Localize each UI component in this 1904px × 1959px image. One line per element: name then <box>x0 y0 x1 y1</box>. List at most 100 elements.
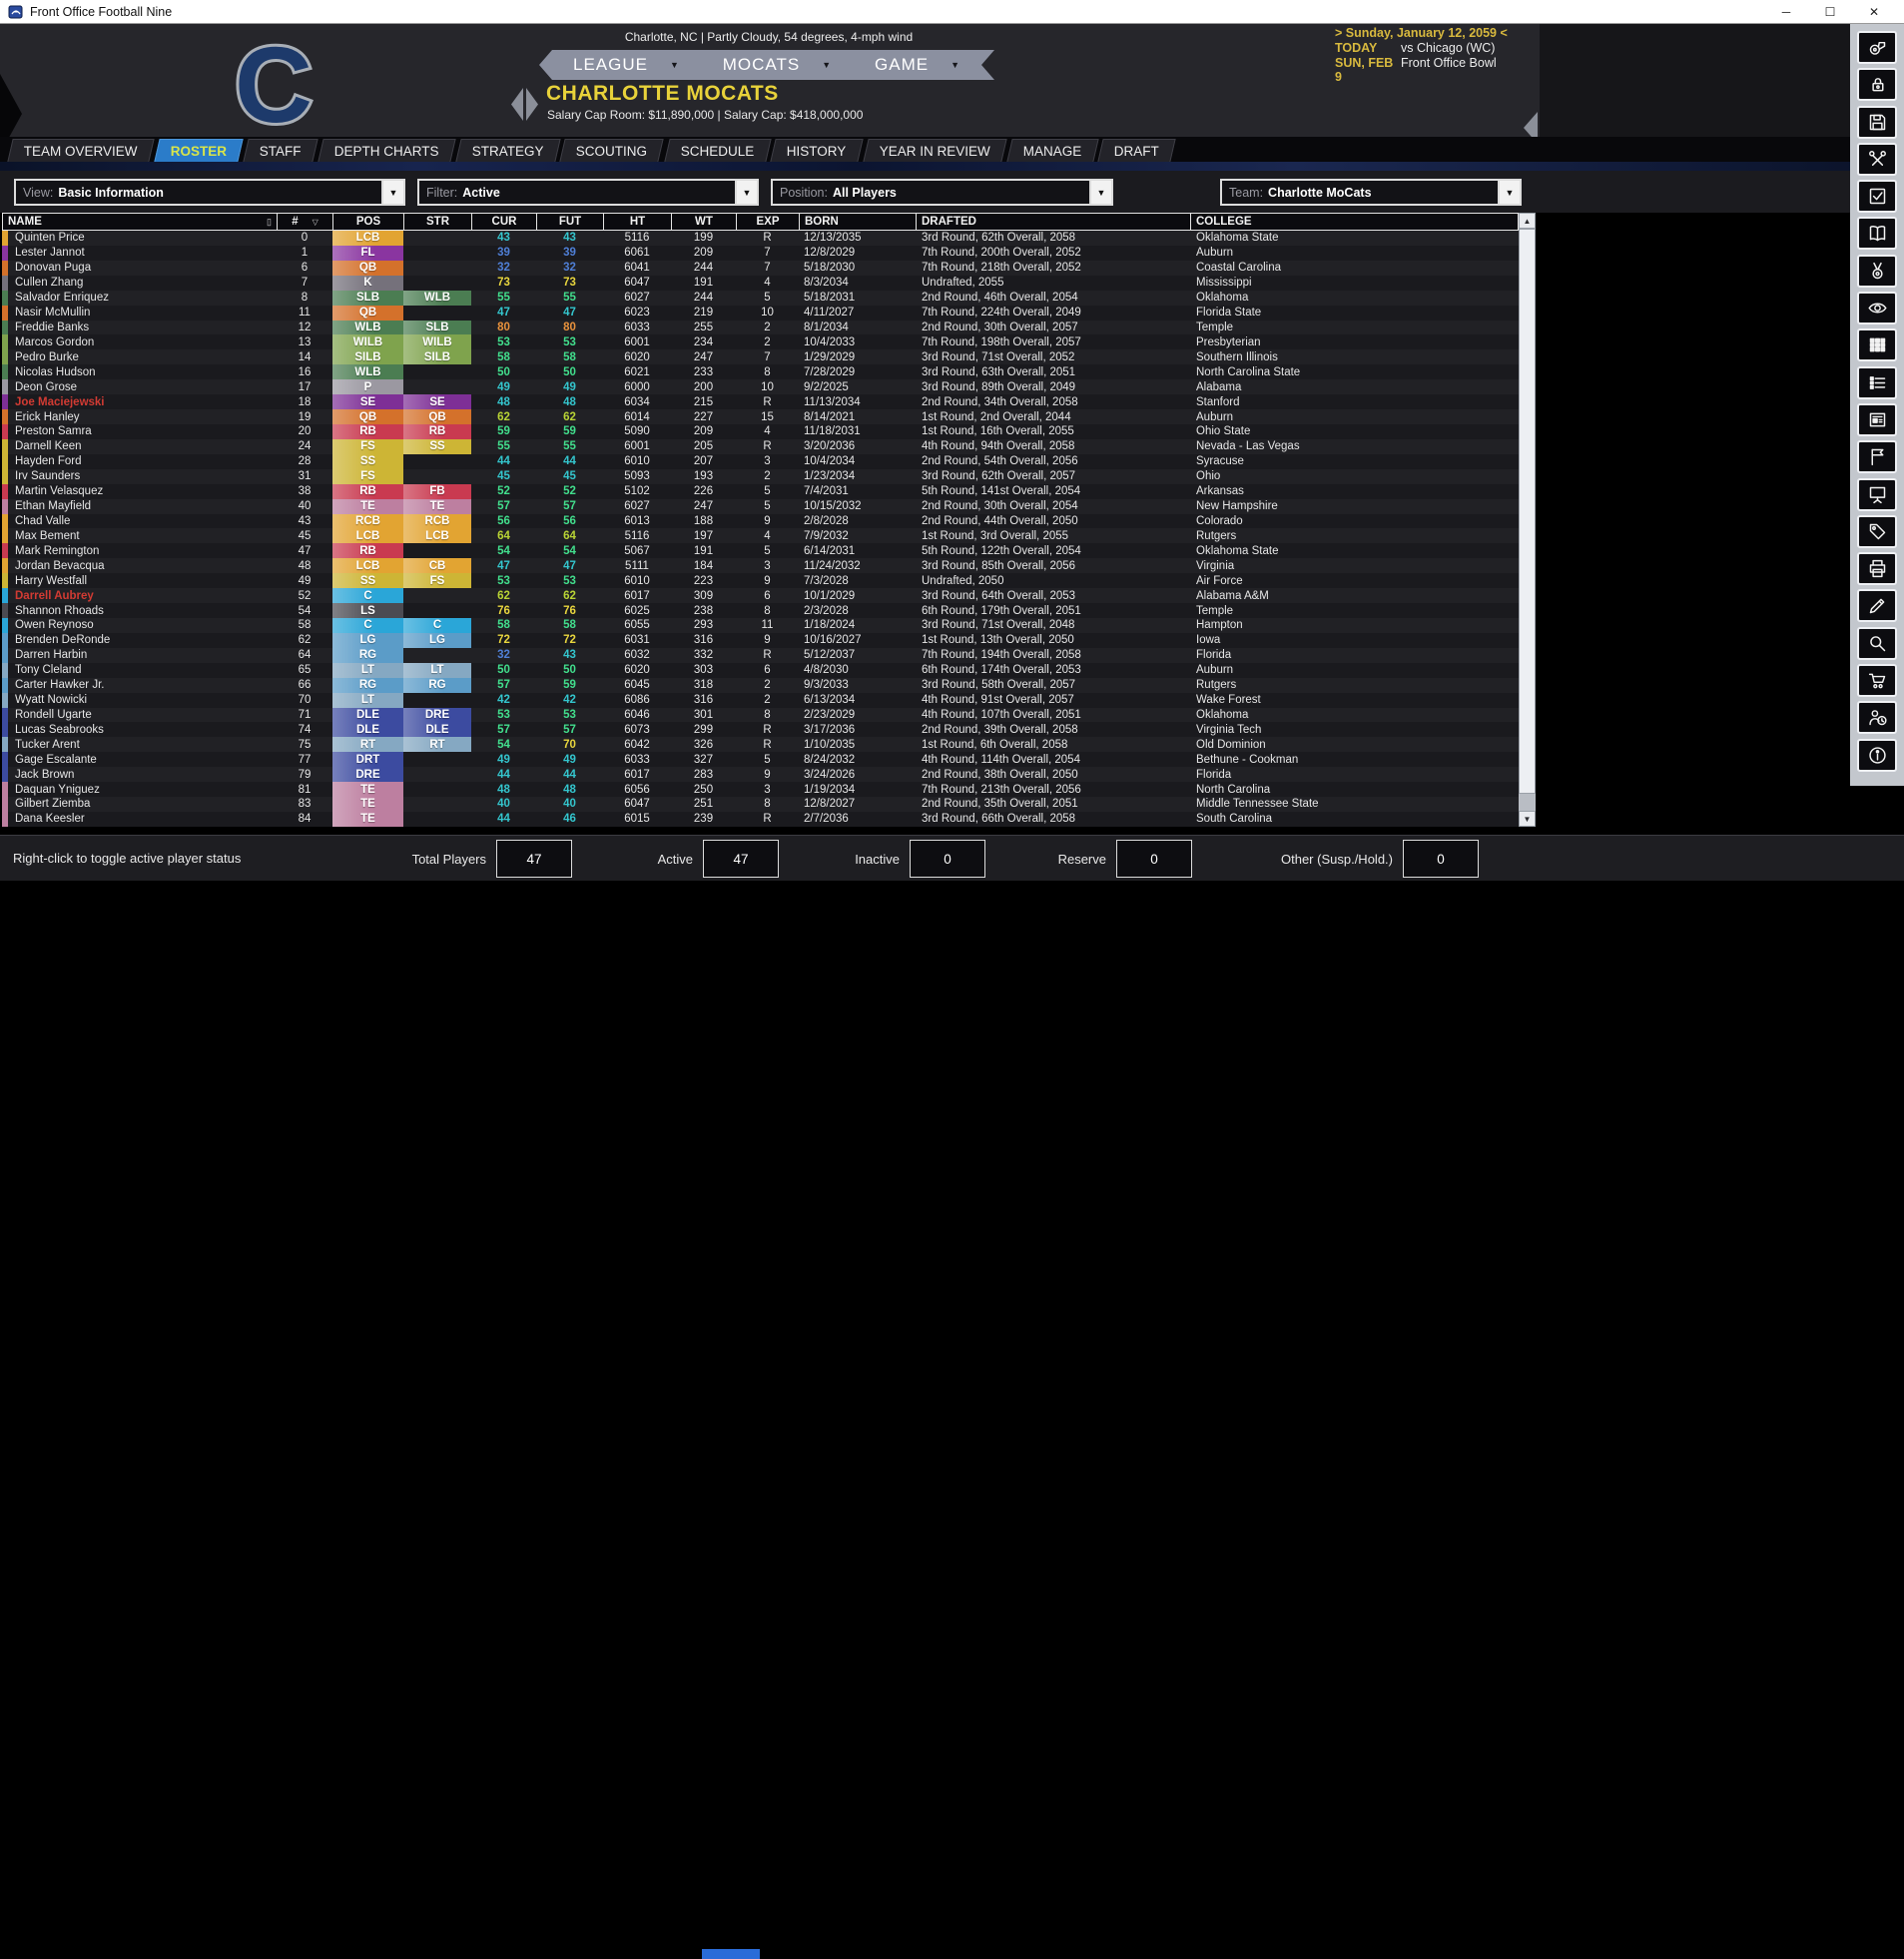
medal-icon[interactable] <box>1857 254 1897 288</box>
table-row[interactable]: Gilbert Ziemba 83 TE 40 40 6047 251 8 12/8/2027 2… <box>2 797 1519 812</box>
table-row[interactable]: Nicolas Hudson 16 WLB 50 50 6021 233 8 7/28/2029… <box>2 364 1519 380</box>
tab-team-overview[interactable]: TEAM OVERVIEW <box>7 139 155 162</box>
tab-roster[interactable]: ROSTER <box>154 139 244 162</box>
tab-year-in-review[interactable]: YEAR IN REVIEW <box>863 139 1007 162</box>
table-row[interactable]: Hayden Ford 28 SS 44 44 6010 207 3 10/4/2034 2nd … <box>2 453 1519 469</box>
checklist-icon[interactable] <box>1857 180 1897 214</box>
table-row[interactable]: Lester Jannot 1 FL 39 39 6061 209 7 12/8/2029 7th… <box>2 245 1519 261</box>
col-header-drafted[interactable]: DRAFTED <box>916 213 1190 231</box>
news-icon[interactable] <box>1857 402 1897 436</box>
table-row[interactable]: Marcos Gordon 13 WILB WILB 53 53 6001 234 2 10/4/… <box>2 334 1519 350</box>
table-row[interactable]: Ethan Mayfield 40 TE TE 57 57 6027 247 5 10/15/20… <box>2 498 1519 514</box>
grid-icon[interactable] <box>1857 328 1897 362</box>
col-header-str[interactable]: STR <box>403 213 471 231</box>
table-row[interactable]: Mark Remington 47 RB 54 54 5067 191 5 6/14/2031 5… <box>2 543 1519 559</box>
table-row[interactable]: Donovan Puga 6 QB 32 32 6041 244 7 5/18/2030 7th … <box>2 260 1519 276</box>
whiteboard-icon[interactable] <box>1857 477 1897 511</box>
tab-manage[interactable]: MANAGE <box>1006 139 1098 162</box>
table-row[interactable]: Salvador Enriquez 8 SLB WLB 55 55 6027 244 5 5/18… <box>2 290 1519 306</box>
col-header-wt[interactable]: WT <box>671 213 736 231</box>
table-row[interactable]: Gage Escalante 77 DRT 49 49 6033 327 5 8/24/2032… <box>2 752 1519 768</box>
eye-icon[interactable] <box>1857 292 1897 326</box>
dropdown-arrow-icon[interactable]: ▼ <box>381 181 403 204</box>
table-row[interactable]: Daquan Yniguez 81 TE 48 48 6056 250 3 1/19/2034 7… <box>2 782 1519 798</box>
table-row[interactable]: Preston Samra 20 RB RB 59 59 5090 209 4 11/18/203… <box>2 423 1519 439</box>
previous-team-arrow-icon[interactable] <box>511 88 523 121</box>
table-row[interactable]: Irv Saunders 31 FS 45 45 5093 193 2 1/23/2034 3rd… <box>2 468 1519 484</box>
view-dropdown[interactable]: View: Basic Information ▼ <box>14 179 405 206</box>
table-row[interactable]: Max Bement 45 LCB LCB 64 64 5116 197 4 7/9/2032 1s… <box>2 528 1519 544</box>
playbook-icon[interactable] <box>1857 217 1897 251</box>
tab-history[interactable]: HISTORY <box>770 139 864 162</box>
mocats-menu[interactable]: MOCATS ▼ <box>722 55 833 74</box>
tab-draft[interactable]: DRAFT <box>1097 139 1176 162</box>
col-header-cur[interactable]: CUR <box>471 213 536 231</box>
price-tag-icon[interactable] <box>1857 514 1897 548</box>
cart-icon[interactable] <box>1857 664 1897 698</box>
search-icon[interactable] <box>1857 626 1897 660</box>
col-header-num[interactable]: # ▽ <box>277 213 332 231</box>
table-row[interactable]: Tucker Arent 75 RT RT 54 70 6042 326 R 1/10/2035 1… <box>2 737 1519 753</box>
dropdown-arrow-icon[interactable]: ▼ <box>1089 181 1111 204</box>
tab-depth-charts[interactable]: DEPTH CHARTS <box>317 139 456 162</box>
dropdown-arrow-icon[interactable]: ▼ <box>735 181 757 204</box>
table-row[interactable]: Darnell Keen 24 FS SS 55 55 6001 205 R 3/20/2036 4… <box>2 438 1519 454</box>
maximize-button[interactable]: ☐ <box>1824 4 1836 19</box>
pencil-icon[interactable] <box>1857 589 1897 623</box>
table-row[interactable]: Carter Hawker Jr. 66 RG RG 57 59 6045 318 2 9/3/2… <box>2 677 1519 693</box>
scroll-down-icon[interactable]: ▼ <box>1519 811 1536 827</box>
table-row[interactable]: Martin Velasquez 38 RB FB 52 52 5102 226 5 7/4/20… <box>2 483 1519 499</box>
table-row[interactable]: Wyatt Nowicki 70 LT 42 42 6086 316 2 6/13/2034 4t… <box>2 692 1519 708</box>
tab-staff[interactable]: STAFF <box>243 139 318 162</box>
table-row[interactable]: Deon Grose 17 P 49 49 6000 200 10 9/2/2025 3rd Ro… <box>2 379 1519 395</box>
position-dropdown[interactable]: Position: All Players ▼ <box>771 179 1113 206</box>
game-menu[interactable]: GAME ▼ <box>875 55 960 74</box>
flag-icon[interactable] <box>1857 440 1897 474</box>
col-header-college[interactable]: COLLEGE <box>1190 213 1519 231</box>
info-icon[interactable] <box>1857 738 1897 772</box>
col-header-pos[interactable]: POS <box>332 213 403 231</box>
column-resize-icon[interactable]: ▯ <box>267 216 272 227</box>
printer-icon[interactable] <box>1857 552 1897 586</box>
table-row[interactable]: Darren Harbin 64 RG 32 43 6032 332 R 5/12/2037 7t… <box>2 647 1519 663</box>
next-team-arrow-icon[interactable] <box>526 88 538 121</box>
table-row[interactable]: Tony Cleland 65 LT LT 50 50 6020 303 6 4/8/2030 6t… <box>2 662 1519 678</box>
table-row[interactable]: Darrell Aubrey 52 C 62 62 6017 309 6 10/1/2029 3r… <box>2 588 1519 604</box>
table-row[interactable]: Rondell Ugarte 71 DLE DRE 53 53 6046 301 8 2/23/2… <box>2 707 1519 723</box>
tab-schedule[interactable]: SCHEDULE <box>663 139 771 162</box>
table-row[interactable]: Nasir McMullin 11 QB 47 47 6023 219 10 4/11/2027… <box>2 305 1519 321</box>
list-icon[interactable] <box>1857 365 1897 399</box>
col-header-born[interactable]: BORN <box>799 213 916 231</box>
table-row[interactable]: Owen Reynoso 58 C C 58 58 6055 293 11 1/18/2024 3r… <box>2 617 1519 633</box>
cap-lock-icon[interactable] <box>1857 68 1897 102</box>
table-scrollbar[interactable]: ▲ ▼ <box>1519 213 1536 827</box>
minimize-button[interactable]: ─ <box>1781 4 1791 19</box>
tab-scouting[interactable]: SCOUTING <box>559 139 665 162</box>
table-row[interactable]: Lucas Seabrooks 74 DLE DLE 57 57 6073 299 R 3/17/… <box>2 722 1519 738</box>
table-row[interactable]: Erick Hanley 19 QB QB 62 62 6014 227 15 8/14/2021… <box>2 409 1519 424</box>
col-header-fut[interactable]: FUT <box>536 213 603 231</box>
table-row[interactable]: Pedro Burke 14 SILB SILB 58 58 6020 247 7 1/29/20… <box>2 349 1519 365</box>
table-row[interactable]: Brenden DeRonde 62 LG LG 72 72 6031 316 9 10/16/2… <box>2 632 1519 648</box>
table-row[interactable]: Jack Brown 79 DRE 44 44 6017 283 9 3/24/2026 2nd … <box>2 767 1519 783</box>
team-dropdown[interactable]: Team: Charlotte MoCats ▼ <box>1220 179 1522 206</box>
scrollbar-thumb[interactable] <box>1519 229 1536 794</box>
dropdown-arrow-icon[interactable]: ▼ <box>1498 181 1520 204</box>
close-button[interactable]: ✕ <box>1868 4 1880 19</box>
table-row[interactable]: Quinten Price 0 LCB 43 43 5116 199 R 12/13/2035 3… <box>2 231 1519 246</box>
scroll-up-icon[interactable]: ▲ <box>1519 213 1536 229</box>
save-icon[interactable] <box>1857 105 1897 139</box>
tab-strategy[interactable]: STRATEGY <box>454 139 560 162</box>
person-clock-icon[interactable] <box>1857 701 1897 735</box>
col-header-ht[interactable]: HT <box>603 213 671 231</box>
table-row[interactable]: Joe Maciejewski 18 SE SE 48 48 6034 215 R 11/13/2… <box>2 394 1519 410</box>
col-header-exp[interactable]: EXP <box>736 213 799 231</box>
col-header-name[interactable]: NAME ▯ <box>2 213 277 231</box>
whistle-icon[interactable] <box>1857 31 1897 64</box>
table-row[interactable]: Harry Westfall 49 SS FS 53 53 6010 223 9 7/3/2028… <box>2 573 1519 589</box>
filter-dropdown[interactable]: Filter: Active ▼ <box>417 179 759 206</box>
table-row[interactable]: Shannon Rhoads 54 LS 76 76 6025 238 8 2/3/2028 6t… <box>2 603 1519 618</box>
table-row[interactable]: Freddie Banks 12 WLB SLB 80 80 6033 255 2 8/1/203… <box>2 320 1519 335</box>
table-row[interactable]: Jordan Bevacqua 48 LCB CB 47 47 5111 184 3 11/24/… <box>2 558 1519 574</box>
tools-icon[interactable] <box>1857 142 1897 176</box>
